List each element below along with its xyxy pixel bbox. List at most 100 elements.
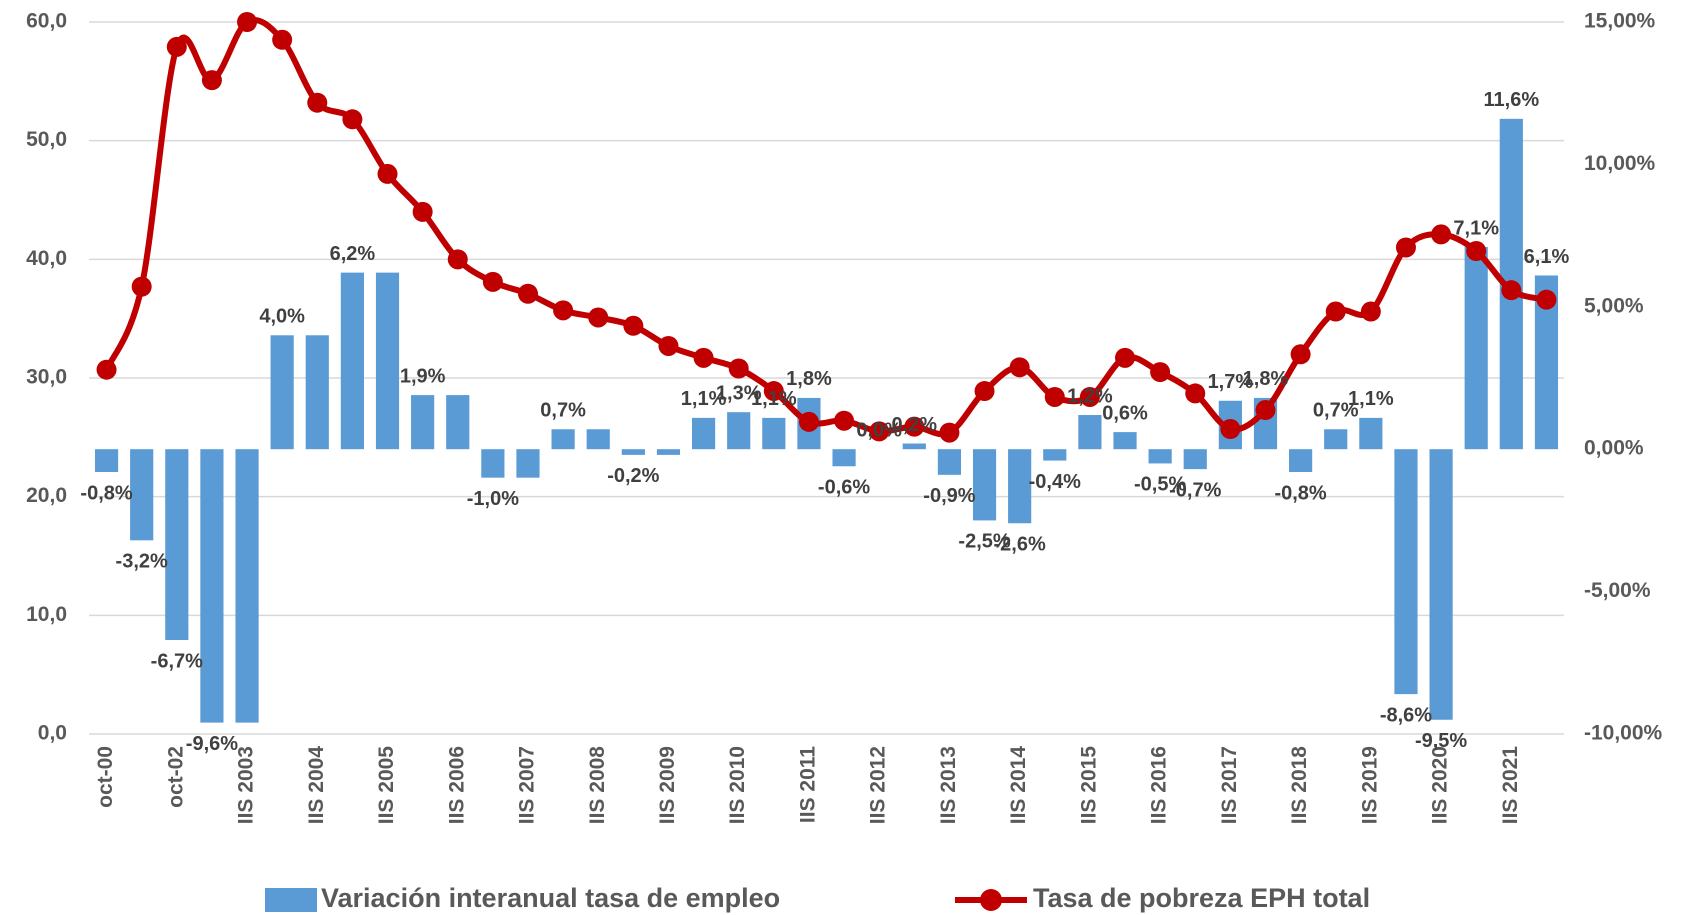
- bar: [1464, 246, 1488, 450]
- x-tick-label: IIS 2005: [375, 746, 398, 825]
- line-marker: [693, 347, 714, 368]
- line-marker: [131, 276, 152, 297]
- line-marker: [1044, 386, 1065, 407]
- line-marker: [166, 36, 187, 57]
- bar: [340, 272, 364, 450]
- bar: [691, 417, 716, 450]
- data-label: -0,6%: [818, 477, 870, 499]
- y2-tick-label: 0,00%: [1584, 437, 1644, 460]
- x-tick-label: IIS 2016: [1148, 746, 1171, 824]
- data-label: 1,8%: [786, 368, 832, 390]
- y-tick-label: 60,0: [26, 10, 67, 33]
- x-tick-label: IIS 2018: [1288, 746, 1311, 825]
- legend-label: Variación interanual tasa de empleo: [321, 883, 780, 913]
- line-marker: [658, 335, 679, 356]
- data-label: -3,2%: [116, 551, 168, 573]
- x-tick-label: IIS 2017: [1218, 746, 1241, 824]
- line-marker: [412, 201, 433, 222]
- line-marker: [307, 92, 328, 113]
- line-marker: [869, 421, 890, 442]
- line-marker: [939, 422, 960, 443]
- data-label: 1,8%: [1243, 368, 1289, 390]
- bar: [375, 272, 400, 450]
- bar: [411, 395, 435, 450]
- y-tick-label: 20,0: [26, 484, 67, 507]
- bar: [832, 449, 856, 467]
- data-label: 0,7%: [1313, 400, 1359, 422]
- data-label: -0,2%: [607, 465, 659, 487]
- line-marker: [553, 300, 574, 321]
- data-label: -6,7%: [151, 650, 203, 672]
- x-tick-label: IIS 2011: [796, 746, 819, 823]
- line-marker: [1325, 301, 1346, 322]
- data-label: 0,6%: [1102, 402, 1148, 424]
- data-label: -9,6%: [186, 733, 238, 755]
- line-marker: [623, 315, 644, 336]
- data-label: 1,1%: [681, 388, 727, 410]
- bar: [937, 449, 962, 475]
- data-label: 6,2%: [330, 243, 376, 265]
- bar: [586, 429, 610, 450]
- data-label: 0,2%: [892, 414, 938, 436]
- line-marker: [237, 12, 258, 32]
- data-label: -0,7%: [1169, 479, 1221, 501]
- bar: [516, 449, 540, 478]
- x-tick-label: IIS 2003: [235, 746, 258, 824]
- x-tick-label: IIS 2014: [1007, 746, 1030, 825]
- x-tick-label: oct-02: [164, 746, 187, 808]
- line-marker: [974, 381, 995, 402]
- x-tick-label: IIS 2007: [516, 746, 539, 824]
- line-marker: [1009, 357, 1030, 378]
- line-marker: [96, 359, 117, 380]
- x-tick-label: IIS 2012: [867, 746, 890, 824]
- bar: [446, 395, 470, 450]
- bar: [1183, 449, 1207, 470]
- x-tick-label: IIS 2021: [1499, 746, 1522, 825]
- bar: [621, 449, 645, 455]
- data-label: -0,5%: [1134, 474, 1186, 496]
- line-marker: [377, 163, 398, 184]
- legend-swatch: [980, 889, 1002, 911]
- data-label: -9,5%: [1415, 730, 1467, 752]
- line-marker: [1360, 301, 1381, 322]
- bar: [1078, 415, 1102, 450]
- line-marker: [1536, 289, 1557, 310]
- bar: [1429, 449, 1453, 720]
- line-marker: [1290, 344, 1311, 365]
- data-label: -0,8%: [80, 482, 132, 504]
- line-marker: [588, 307, 609, 328]
- bar: [165, 449, 189, 641]
- y2-tick-label: 5,00%: [1584, 294, 1644, 317]
- data-label: -8,6%: [1380, 704, 1432, 726]
- bar: [235, 449, 259, 723]
- line-marker: [1079, 386, 1100, 407]
- y2-tick-label: -10,00%: [1584, 722, 1663, 745]
- y-tick-label: 40,0: [26, 247, 67, 270]
- y-tick-label: 0,0: [38, 722, 67, 745]
- bar: [1043, 449, 1067, 461]
- legend-label: Tasa de pobreza EPH total: [1033, 883, 1370, 913]
- bar: [94, 449, 119, 472]
- line-marker: [763, 381, 784, 402]
- data-label: -0,4%: [1029, 471, 1081, 493]
- bar: [305, 335, 329, 450]
- bar: [727, 412, 751, 450]
- line-marker: [201, 70, 222, 91]
- bar: [762, 417, 786, 450]
- bar: [1113, 432, 1137, 450]
- line-marker: [728, 358, 749, 379]
- x-tick-label: IIS 2019: [1358, 746, 1381, 824]
- y2-tick-label: 10,00%: [1584, 152, 1656, 175]
- bar: [1359, 417, 1383, 450]
- data-label: 1,9%: [400, 365, 446, 387]
- y-tick-label: 10,0: [26, 603, 67, 626]
- line-marker: [904, 416, 925, 437]
- y2-tick-label: -5,00%: [1584, 579, 1651, 602]
- data-label: -2,5%: [958, 531, 1010, 553]
- bar: [656, 449, 681, 455]
- y-tick-label: 50,0: [26, 128, 67, 151]
- legend-swatch: [265, 888, 317, 912]
- bar: [1534, 275, 1559, 450]
- data-label: 1,1%: [1348, 388, 1394, 410]
- bar: [1324, 429, 1348, 450]
